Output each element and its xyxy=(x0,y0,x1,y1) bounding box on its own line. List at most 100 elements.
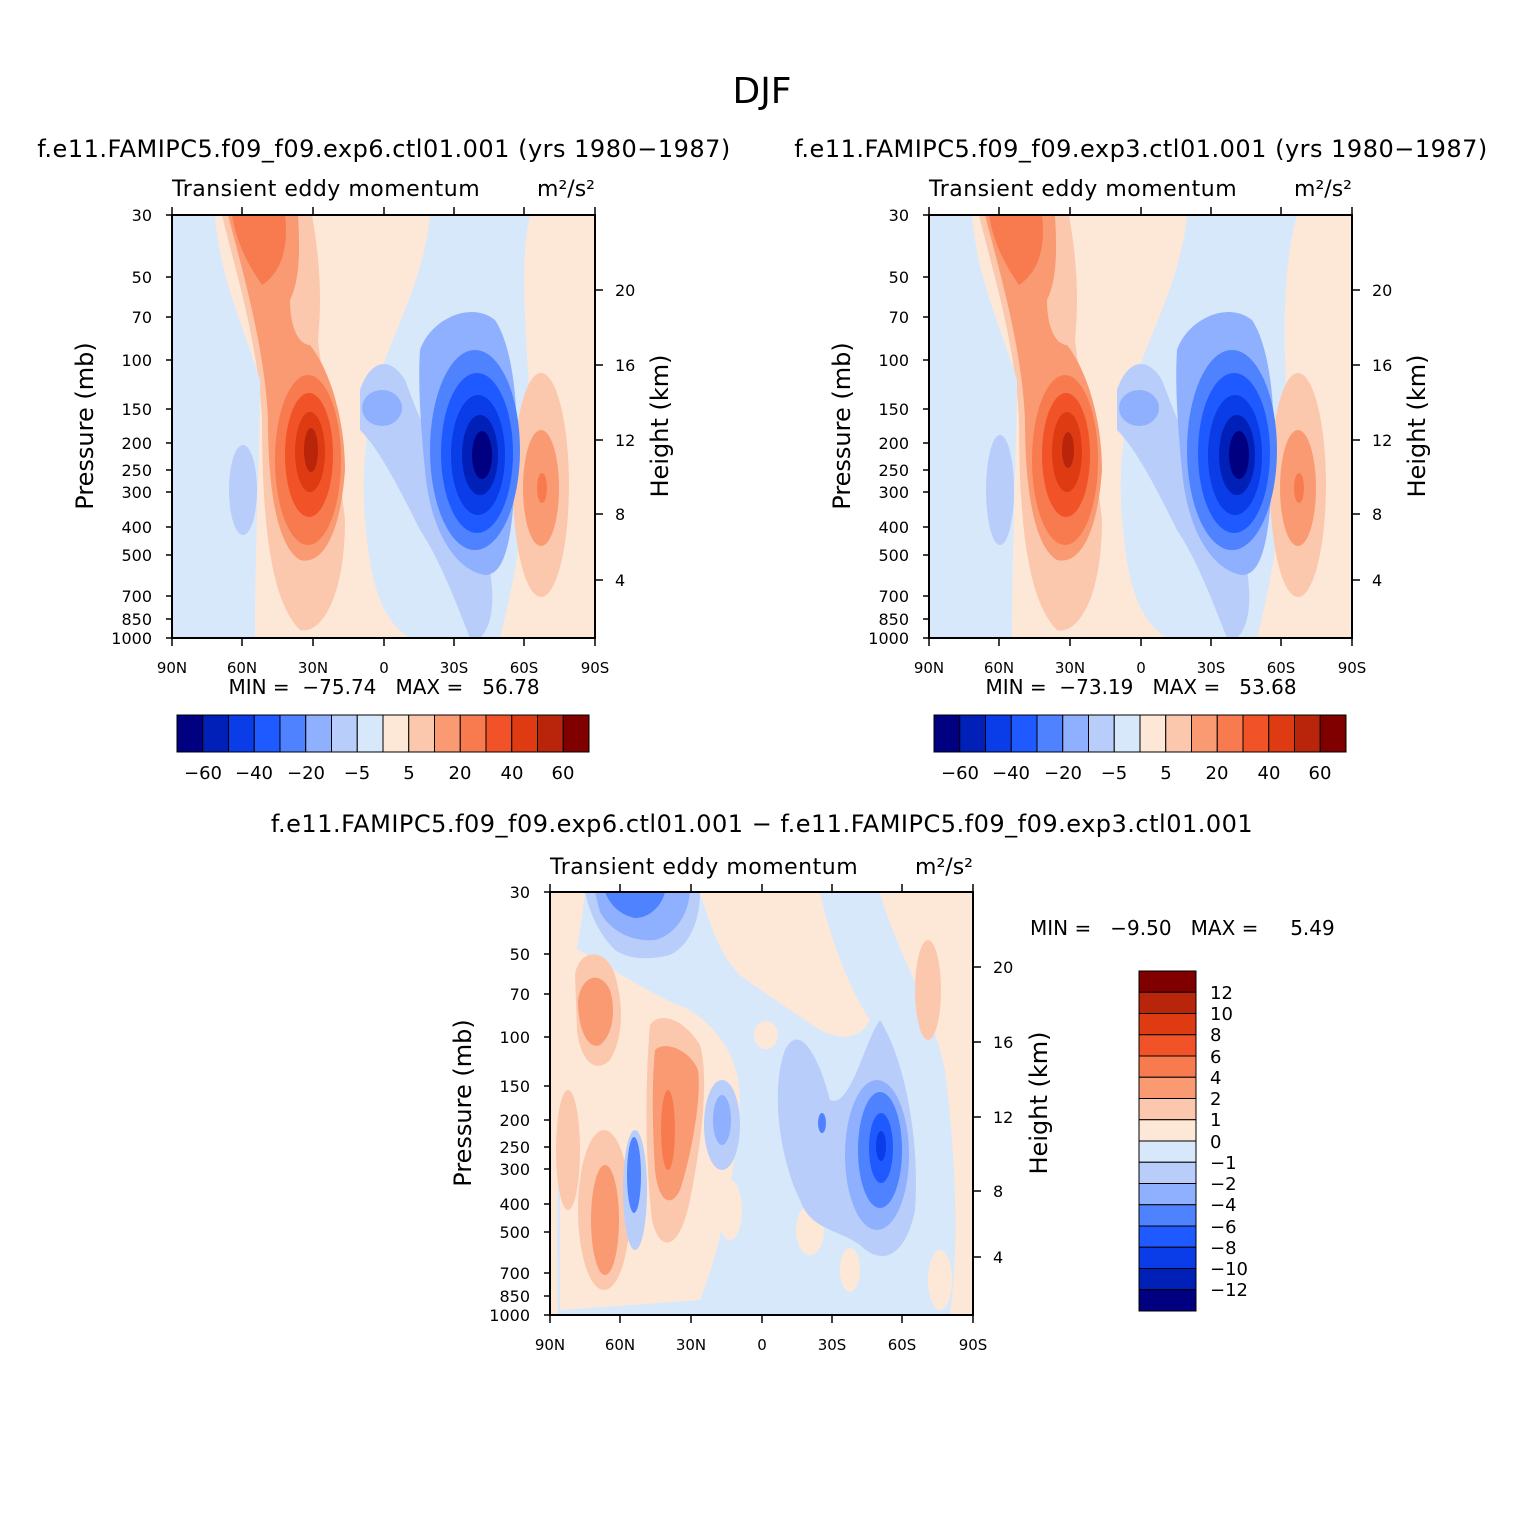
panel-a-colorbar-labels: −60 −40 −20 −5 5 20 40 60 xyxy=(184,763,574,784)
panel-b-ticks xyxy=(923,207,1360,646)
y2-tick-label: 8 xyxy=(993,1182,1003,1201)
x-tick-label: 90S xyxy=(1338,659,1367,677)
colorbar-label: −12 xyxy=(1210,1280,1248,1301)
y-tick-label: 700 xyxy=(878,587,909,606)
colorbar-label: 6 xyxy=(1210,1047,1221,1068)
colorbar-swatch xyxy=(1088,714,1115,753)
colorbar-label: −2 xyxy=(1210,1174,1237,1195)
colorbar-label: 0 xyxy=(1210,1132,1221,1153)
panel-b-contour-field xyxy=(929,215,1352,638)
x-tick-label: 90N xyxy=(914,659,944,677)
panel-b-min-max: MIN = −73.19 MAX = 53.68 xyxy=(985,675,1296,699)
y-tick-label: 30 xyxy=(510,883,530,902)
colorbar-swatch xyxy=(1138,1098,1197,1121)
colorbar-swatch xyxy=(1138,1225,1197,1248)
panel-b-x-tick-labels: 90N 60N 30N 0 30S 60S 90S xyxy=(914,659,1366,677)
colorbar-swatch xyxy=(305,714,332,753)
colorbar-swatch xyxy=(228,714,255,753)
figure-title: DJF xyxy=(732,71,791,112)
panel-a-min-max: MIN = −75.74 MAX = 56.78 xyxy=(228,675,539,699)
colorbar-label: −10 xyxy=(1210,1259,1248,1280)
y2-tick-label: 12 xyxy=(1372,431,1392,450)
panel-b-y2label: Height (km) xyxy=(1403,355,1431,498)
y-tick-label: 50 xyxy=(510,945,530,964)
colorbar-swatch xyxy=(1268,714,1295,753)
colorbar-swatch xyxy=(1010,714,1038,753)
colorbar-label: −40 xyxy=(235,763,273,784)
x-tick-label: 30N xyxy=(1055,659,1085,677)
panel-a-contour-field xyxy=(172,215,595,638)
panel-diff-y2-tick-labels: 20 16 12 8 4 xyxy=(993,958,1013,1267)
y-tick-label: 700 xyxy=(499,1264,530,1283)
colorbar-swatch xyxy=(1138,1119,1197,1142)
y-tick-label: 100 xyxy=(878,351,909,370)
colorbar-label: 5 xyxy=(403,763,414,784)
panel-diff-x-tick-labels: 90N 60N 30N 0 30S 60S 90S xyxy=(535,1336,987,1354)
panel-a-title: f.e11.FAMIPC5.f09_f09.exp6.ctl01.001 (yr… xyxy=(37,135,731,163)
colorbar-swatch xyxy=(1138,1034,1197,1057)
panel-diff-units: m²/s² xyxy=(915,855,973,880)
y-tick-label: 300 xyxy=(878,483,909,502)
colorbar-swatch xyxy=(537,714,564,753)
y-tick-label: 500 xyxy=(878,546,909,565)
colorbar-label: 40 xyxy=(501,763,524,784)
colorbar-label: −8 xyxy=(1210,1238,1237,1259)
colorbar-swatch xyxy=(1139,714,1167,753)
x-tick-label: 60N xyxy=(227,659,257,677)
colorbar-swatch xyxy=(1113,714,1141,753)
y-tick-label: 30 xyxy=(889,206,909,225)
colorbar-label: 10 xyxy=(1210,1004,1233,1025)
colorbar-label: 8 xyxy=(1210,1025,1221,1046)
y2-tick-label: 4 xyxy=(1372,571,1382,590)
y-tick-label: 100 xyxy=(499,1028,530,1047)
y-tick-label: 200 xyxy=(499,1111,530,1130)
colorbar-label: −20 xyxy=(287,763,325,784)
y2-tick-label: 16 xyxy=(615,356,635,375)
colorbar-swatch xyxy=(382,714,410,753)
y-tick-label: 500 xyxy=(121,546,152,565)
x-tick-label: 30S xyxy=(440,659,469,677)
y-tick-label: 300 xyxy=(121,483,152,502)
colorbar-swatch xyxy=(1138,1268,1197,1291)
y-tick-label: 150 xyxy=(499,1077,530,1096)
colorbar-swatch xyxy=(1138,1140,1197,1163)
y-tick-label: 500 xyxy=(499,1223,530,1242)
panel-diff-colorbar-labels: 12 10 8 6 4 2 1 0 −1 −2 −4 −6 −8 −10 −12 xyxy=(1210,983,1248,1301)
panel-a-y2-tick-labels: 20 16 12 8 4 xyxy=(615,281,635,590)
y-tick-label: 70 xyxy=(889,308,909,327)
panel-a: f.e11.FAMIPC5.f09_f09.exp6.ctl01.001 (yr… xyxy=(37,135,731,784)
y-tick-label: 150 xyxy=(121,400,152,419)
colorbar-label: 2 xyxy=(1210,1089,1221,1110)
x-tick-label: 0 xyxy=(757,1336,767,1354)
x-tick-label: 30S xyxy=(818,1336,847,1354)
panel-b-ylabel: Pressure (mb) xyxy=(828,342,856,509)
panel-b-title: f.e11.FAMIPC5.f09_f09.exp3.ctl01.001 (yr… xyxy=(794,135,1488,163)
colorbar-swatch xyxy=(985,714,1012,753)
y-tick-label: 70 xyxy=(510,985,530,1004)
x-tick-label: 60S xyxy=(1267,659,1296,677)
colorbar-label: −60 xyxy=(184,763,222,784)
y-tick-label: 50 xyxy=(132,268,152,287)
colorbar-swatch xyxy=(176,714,204,753)
panel-a-y2label: Height (km) xyxy=(646,355,674,498)
x-tick-label: 30N xyxy=(298,659,328,677)
y2-tick-label: 12 xyxy=(993,1108,1013,1127)
panel-b-units: m²/s² xyxy=(1294,177,1352,202)
panel-diff-contour-field xyxy=(550,892,973,1315)
y-tick-label: 200 xyxy=(878,434,909,453)
panel-a-subtitle: Transient eddy momentum xyxy=(171,177,480,202)
colorbar-swatch xyxy=(1138,991,1197,1014)
colorbar-label: 40 xyxy=(1258,763,1281,784)
y-tick-label: 700 xyxy=(121,587,152,606)
colorbar-label: −5 xyxy=(1101,763,1128,784)
y-tick-label: 250 xyxy=(878,461,909,480)
colorbar-label: 4 xyxy=(1210,1068,1221,1089)
y-tick-label: 850 xyxy=(121,610,152,629)
x-tick-label: 90S xyxy=(959,1336,988,1354)
panel-diff-y-tick-labels: 30 50 70 100 150 200 250 300 400 500 700… xyxy=(489,883,530,1325)
colorbar-label: −20 xyxy=(1044,763,1082,784)
colorbar-swatch xyxy=(1191,714,1218,753)
y2-tick-label: 12 xyxy=(615,431,635,450)
colorbar-swatch xyxy=(1138,1246,1197,1269)
colorbar-swatch xyxy=(408,714,435,753)
